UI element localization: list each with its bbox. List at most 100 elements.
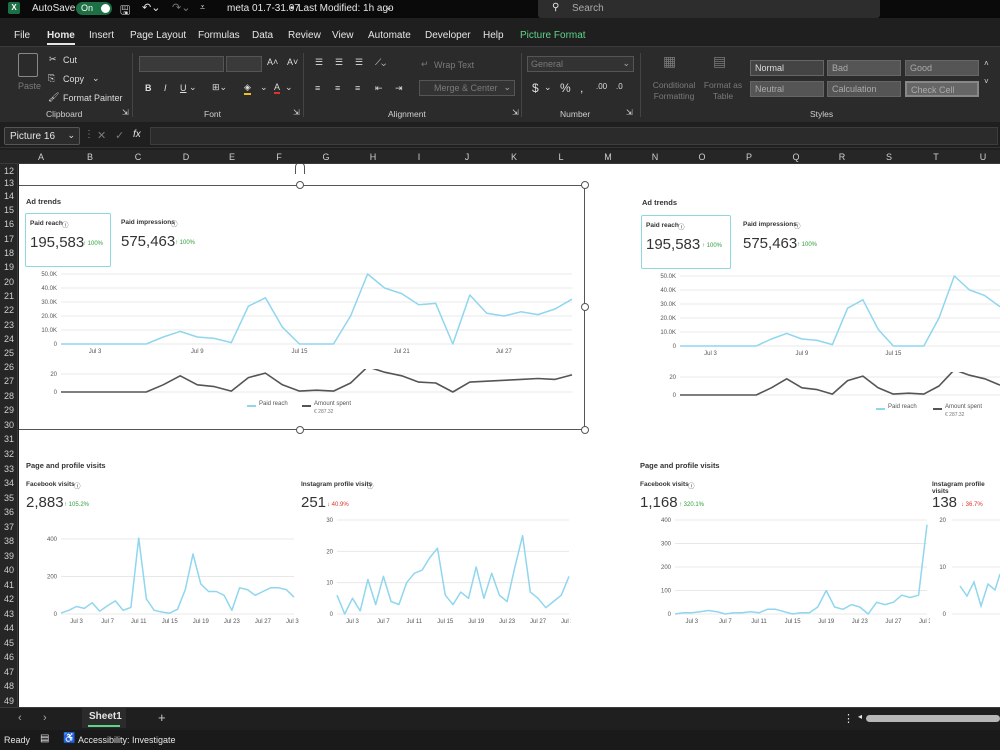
underline-button[interactable]: U (180, 83, 187, 93)
row-header-36[interactable]: 36 (3, 507, 14, 517)
format-as-table-button[interactable]: Format as Table (703, 80, 743, 101)
row-header-13[interactable]: 13 (3, 178, 14, 188)
row-header-46[interactable]: 46 (3, 652, 14, 662)
row-header-15[interactable]: 15 (3, 205, 14, 215)
tab-automate[interactable]: Automate (368, 30, 411, 41)
row-header-48[interactable]: 48 (3, 681, 14, 691)
row-header-40[interactable]: 40 (3, 565, 14, 575)
font-color-icon[interactable]: A (274, 82, 281, 94)
increase-indent-icon[interactable]: ⇥ (395, 83, 403, 93)
col-header-c[interactable]: C (134, 152, 142, 162)
style-good[interactable]: Good (905, 60, 979, 76)
italic-button[interactable]: I (164, 83, 167, 93)
h-scroll-left-icon[interactable]: ◂ (858, 712, 863, 721)
col-header-j[interactable]: J (464, 152, 470, 162)
redo-icon[interactable]: ↷⌄ (172, 2, 191, 14)
row-header-41[interactable]: 41 (3, 580, 14, 590)
resize-handle[interactable] (581, 426, 589, 434)
row-header-16[interactable]: 16 (3, 219, 14, 229)
tab-picture-format[interactable]: Picture Format (520, 30, 586, 41)
font-name-select[interactable] (139, 56, 224, 72)
col-header-d[interactable]: D (182, 152, 190, 162)
row-header-42[interactable]: 42 (3, 594, 14, 604)
underline-dropdown-icon[interactable]: ⌄ (189, 82, 197, 92)
row-header-33[interactable]: 33 (3, 464, 14, 474)
row-header-31[interactable]: 31 (3, 434, 14, 444)
row-header-39[interactable]: 39 (3, 551, 14, 561)
row-header-28[interactable]: 28 (3, 391, 14, 401)
borders-icon[interactable]: ⊞⌄ (212, 82, 228, 92)
scroll-left-icon[interactable]: ‹ (18, 712, 22, 724)
chevron-down-icon[interactable]: ⌄ (260, 82, 268, 92)
paste-icon[interactable] (18, 53, 38, 77)
align-center-icon[interactable]: ≡ (335, 83, 341, 93)
align-right-icon[interactable]: ≡ (355, 83, 361, 93)
undo-icon[interactable]: ↶⌄ (142, 2, 161, 14)
tab-developer[interactable]: Developer (425, 30, 471, 41)
horizontal-scrollbar[interactable] (866, 715, 1000, 722)
col-header-e[interactable]: E (228, 152, 235, 162)
paste-button[interactable]: Paste (18, 81, 42, 91)
row-header-20[interactable]: 20 (3, 277, 14, 287)
add-sheet-icon[interactable]: + (158, 710, 166, 725)
align-middle-icon[interactable]: ☰ (335, 57, 344, 67)
row-header-22[interactable]: 22 (3, 305, 14, 315)
chevron-down-icon[interactable]: ⌄ (92, 73, 100, 83)
formula-input[interactable] (150, 127, 998, 145)
scroll-right-icon[interactable]: › (43, 712, 47, 724)
decrease-font-icon[interactable]: A˅ (287, 57, 299, 67)
style-neutral[interactable]: Neutral (750, 81, 824, 97)
worksheet[interactable]: Ad trends Paid reach ⓘ 195,583 ↑ 100% Pa… (19, 164, 1000, 707)
align-left-icon[interactable]: ≡ (315, 83, 321, 93)
row-header-38[interactable]: 38 (3, 536, 14, 546)
col-header-t[interactable]: T (933, 152, 939, 162)
col-header-q[interactable]: Q (792, 152, 800, 162)
col-header-m[interactable]: M (604, 152, 612, 162)
decrease-decimal-icon[interactable]: .0 (616, 82, 623, 91)
merge-center-button[interactable]: Merge & Center ⌄ (419, 80, 515, 96)
row-header-29[interactable]: 29 (3, 405, 14, 415)
picture-selection-frame[interactable] (19, 185, 585, 430)
row-header-34[interactable]: 34 (3, 478, 14, 488)
copy-button[interactable]: Copy (63, 74, 85, 84)
conditional-formatting-button[interactable]: Conditional Formatting (652, 80, 696, 101)
tab-file[interactable]: File (14, 30, 31, 41)
col-header-k[interactable]: K (510, 152, 517, 162)
tab-home[interactable]: Home (47, 30, 75, 41)
dialog-launcher-icon[interactable]: ⇲ (293, 108, 300, 117)
row-header-25[interactable]: 25 (3, 348, 14, 358)
paid-reach-card[interactable] (25, 213, 111, 267)
decrease-indent-icon[interactable]: ⇤ (375, 83, 383, 93)
save-icon[interactable]: 🖫 (120, 3, 131, 17)
row-header-18[interactable]: 18 (3, 248, 14, 258)
font-size-select[interactable] (226, 56, 262, 72)
row-header-32[interactable]: 32 (3, 449, 14, 459)
bold-button[interactable]: B (145, 83, 152, 93)
wrap-text-icon[interactable]: ↵ (421, 59, 429, 69)
col-header-i[interactable]: I (417, 152, 421, 162)
macro-recording-icon[interactable]: ▤ (40, 733, 50, 744)
resize-handle[interactable] (581, 181, 589, 189)
search-box[interactable]: ⚲ Search (538, 0, 880, 18)
tab-data[interactable]: Data (252, 30, 274, 41)
col-header-r[interactable]: R (838, 152, 846, 162)
styles-scroll-down-icon[interactable]: ˅ (984, 77, 989, 86)
col-header-s[interactable]: S (885, 152, 892, 162)
style-calculation[interactable]: Calculation (827, 81, 901, 97)
last-modified[interactable]: Last Modified: 1h ago (298, 3, 394, 14)
row-header-23[interactable]: 23 (3, 320, 14, 330)
sheet-tab-sheet1[interactable]: Sheet1 (82, 708, 126, 728)
row-header-30[interactable]: 30 (3, 420, 14, 430)
resize-handle[interactable] (296, 181, 304, 189)
style-normal[interactable]: Normal (750, 60, 824, 76)
tab-insert[interactable]: Insert (89, 30, 115, 41)
row-header-14[interactable]: 14 (3, 191, 14, 201)
row-header-24[interactable]: 24 (3, 334, 14, 344)
style-bad[interactable]: Bad (827, 60, 901, 76)
row-header-26[interactable]: 26 (3, 362, 14, 372)
row-header-35[interactable]: 35 (3, 493, 14, 503)
number-format-select[interactable]: General ⌄ (527, 56, 634, 72)
paid-reach-card[interactable] (641, 215, 731, 269)
select-all-button[interactable] (0, 150, 18, 164)
tab-page-layout[interactable]: Page Layout (130, 30, 187, 41)
